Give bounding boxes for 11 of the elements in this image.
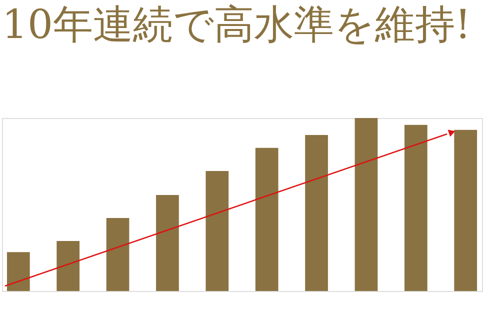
- bar: [156, 194, 179, 291]
- bar: [106, 218, 130, 291]
- bar: [354, 118, 378, 291]
- bar: [305, 134, 328, 291]
- bar: [255, 148, 278, 291]
- bar: [206, 170, 229, 291]
- chart-title: 10年連続で高水準を維持!: [2, 2, 471, 48]
- bar: [6, 252, 30, 291]
- bar: [454, 130, 478, 291]
- bar: [404, 124, 428, 291]
- bar: [56, 241, 80, 291]
